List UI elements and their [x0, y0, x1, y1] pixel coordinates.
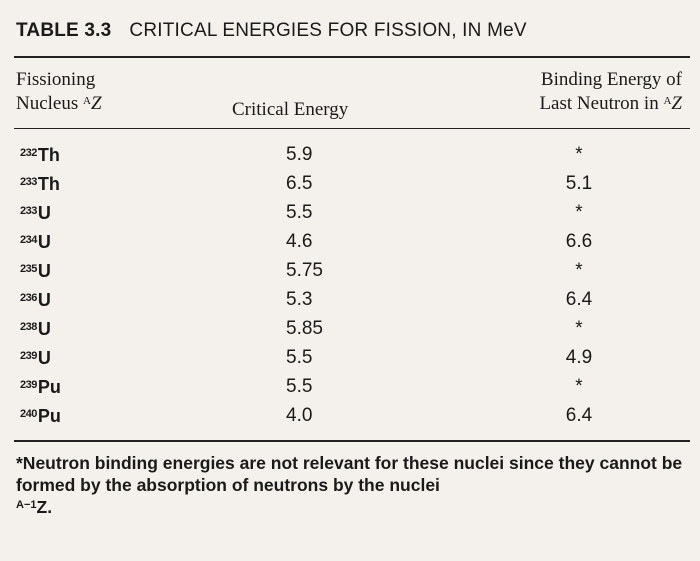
- binding-energy-cell: 6.4: [565, 289, 593, 310]
- header-binding-line2: Last Neutron in AZ: [539, 93, 682, 114]
- nucleus-cell: 235U: [20, 261, 51, 281]
- table-row: 233U 5.5 *: [14, 200, 690, 229]
- nucleus-cell: 233U: [20, 203, 51, 223]
- table-row: 234U 4.6 6.6: [14, 229, 690, 258]
- header-binding-energy: Binding Energy of Last Neutron in AZ: [539, 68, 682, 116]
- critical-energy-cell: 5.5: [286, 347, 313, 368]
- nucleus-cell: 232Th: [20, 145, 60, 165]
- critical-energy-cell: 4.6: [286, 231, 313, 252]
- footnote-symbol: Z.: [36, 497, 53, 517]
- binding-energy-cell: *: [575, 376, 583, 397]
- critical-energy-cell: 5.5: [286, 376, 313, 397]
- binding-energy-cell: 5.1: [565, 173, 593, 194]
- critical-energy-cell: 5.9: [286, 144, 313, 165]
- top-rule: [14, 56, 690, 58]
- binding-energy-cell: *: [575, 260, 583, 281]
- bottom-rule: [14, 440, 690, 442]
- header-nucleus: Fissioning Nucleus AZ: [16, 68, 102, 116]
- table-row: 239U 5.5 4.9: [14, 345, 690, 374]
- nucleus-cell: 240Pu: [20, 406, 61, 426]
- nucleus-cell: 239U: [20, 348, 51, 368]
- nucleus-cell: 236U: [20, 290, 51, 310]
- nucleus-cell: 233Th: [20, 174, 60, 194]
- header-nucleus-line1: Fissioning: [16, 69, 96, 90]
- critical-energy-cell: 5.85: [286, 318, 323, 339]
- table-footnote: *Neutron binding energies are not releva…: [16, 452, 686, 518]
- nucleus-cell: 234U: [20, 232, 51, 252]
- header-rule: [14, 128, 690, 129]
- table-row: 239Pu 5.5 *: [14, 374, 690, 403]
- header-critical-energy: Critical Energy: [232, 99, 349, 120]
- table-row: 235U 5.75 *: [14, 258, 690, 287]
- binding-energy-cell: 6.6: [565, 231, 593, 252]
- nucleus-cell: 239Pu: [20, 377, 61, 397]
- footnote-superscript: A−1: [16, 499, 37, 511]
- critical-energy-cell: 5.3: [286, 289, 313, 310]
- table-row: 238U 5.85 *: [14, 316, 690, 345]
- table-row: 236U 5.3 6.4: [14, 287, 690, 316]
- critical-energy-cell: 5.75: [286, 260, 323, 281]
- table-number: TABLE 3.3: [16, 20, 112, 41]
- binding-energy-cell: *: [575, 202, 583, 223]
- table-row: 232Th 5.9 *: [14, 142, 690, 171]
- table-row: 240Pu 4.0 6.4: [14, 403, 690, 432]
- critical-energy-cell: 4.0: [286, 405, 313, 426]
- binding-energy-cell: 4.9: [565, 347, 593, 368]
- table-title: CRITICAL ENERGIES FOR FISSION, IN MeV: [129, 20, 527, 41]
- table-caption: TABLE 3.3 CRITICAL ENERGIES FOR FISSION, …: [16, 20, 527, 42]
- header-nucleus-line2: Nucleus AZ: [16, 93, 102, 114]
- footnote-text: *Neutron binding energies are not releva…: [16, 453, 683, 495]
- binding-energy-cell: *: [575, 318, 583, 339]
- nucleus-cell: 238U: [20, 319, 51, 339]
- binding-energy-cell: *: [575, 144, 583, 165]
- table-row: 233Th 6.5 5.1: [14, 171, 690, 200]
- binding-energy-cell: 6.4: [565, 405, 593, 426]
- critical-energy-cell: 5.5: [286, 202, 313, 223]
- critical-energy-cell: 6.5: [286, 173, 313, 194]
- header-binding-line1: Binding Energy of: [540, 69, 682, 90]
